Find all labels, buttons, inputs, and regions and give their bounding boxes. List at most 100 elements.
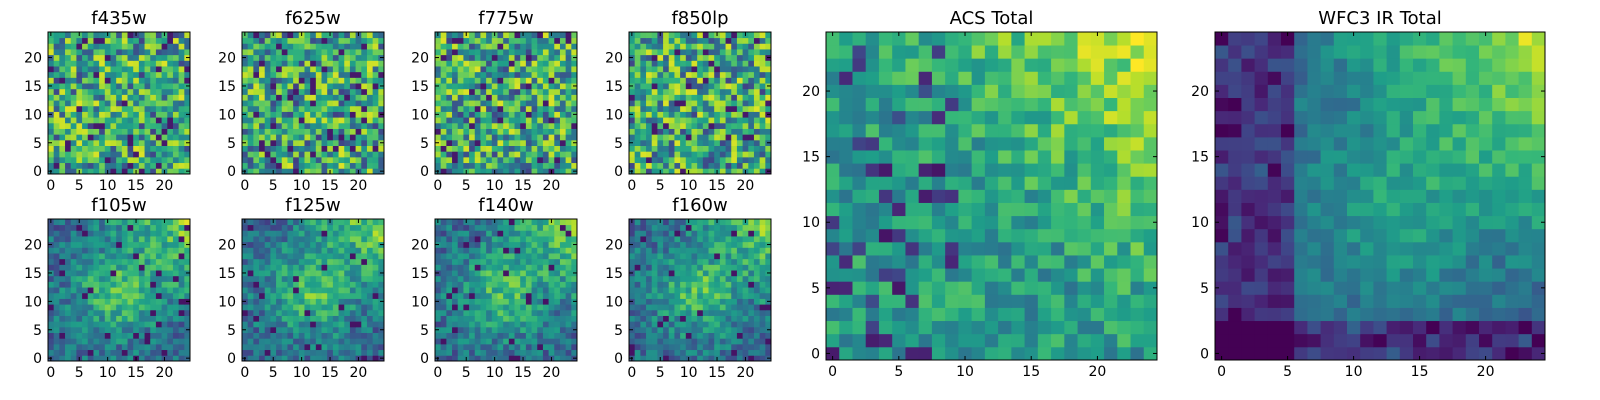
heatmap-cell (93, 54, 100, 61)
heatmap-cell (270, 94, 277, 101)
heatmap-cell (1281, 110, 1295, 125)
heatmap-cell (651, 134, 658, 141)
heatmap-cell (150, 54, 157, 61)
heatmap-cell (1024, 97, 1039, 112)
heatmap-cell (971, 58, 986, 72)
heatmap-cell (144, 247, 151, 254)
heatmap-cell (446, 145, 453, 152)
heatmap-cell (714, 100, 721, 107)
heatmap-cell (133, 117, 140, 124)
heatmap-cell (971, 228, 986, 243)
heatmap-cell (1373, 255, 1387, 269)
heatmap-cell (1011, 294, 1025, 308)
heatmap-cell (736, 71, 743, 78)
heatmap-cell (366, 332, 374, 339)
heatmap-cell (1386, 163, 1401, 177)
heatmap-cell (958, 58, 973, 72)
heatmap-cell (878, 176, 893, 190)
heatmap-cell (680, 83, 687, 90)
heatmap-cell (172, 253, 180, 260)
heatmap-cell (1215, 97, 1229, 112)
heatmap-cell (372, 88, 379, 95)
heatmap-cell (48, 315, 55, 322)
heatmap-cell (355, 139, 362, 146)
heatmap-cell (76, 287, 83, 294)
heatmap-cell (668, 94, 675, 101)
heatmap-cell (725, 111, 732, 118)
heatmap-cell (839, 307, 853, 322)
heatmap-cell (172, 145, 180, 152)
heatmap-cell (1037, 97, 1052, 112)
heatmap-cell (76, 71, 83, 78)
heatmap-cell (372, 94, 379, 101)
heatmap-cell (247, 88, 254, 95)
heatmap-cell (945, 294, 959, 308)
heatmap-cell (76, 315, 83, 322)
heatmap-cell (1281, 281, 1295, 295)
heatmap-cell (640, 77, 647, 84)
heatmap-cell (503, 111, 510, 118)
heatmap-cell (70, 60, 77, 67)
heatmap-cell (281, 168, 288, 175)
heatmap-cell (366, 60, 374, 67)
heatmap-cell (321, 332, 328, 339)
heatmap-cell (469, 122, 476, 129)
heatmap-cell (65, 111, 72, 118)
heatmap-cell (531, 77, 538, 84)
heatmap-cell (48, 224, 55, 231)
axes-frame (1214, 31, 1546, 361)
heatmap-cell (892, 32, 906, 46)
heatmap-cell (1037, 320, 1052, 335)
heatmap-cell (878, 202, 893, 217)
heatmap-cell (48, 43, 55, 50)
heatmap-cell (486, 162, 493, 169)
heatmap-cell (298, 49, 305, 56)
heatmap-cell (349, 83, 356, 90)
heatmap-cell (691, 117, 698, 124)
heatmap-cell (70, 247, 77, 254)
heatmap-cell (315, 139, 322, 146)
heatmap-cell (121, 258, 128, 265)
heatmap-cell (691, 139, 698, 146)
heatmap-cell (1333, 241, 1348, 256)
heatmap-cell (1254, 71, 1269, 85)
heatmap-cell (87, 253, 94, 260)
heatmap-cell (731, 37, 738, 44)
y-tick-label: 15 (802, 150, 820, 166)
heatmap-cell (668, 37, 675, 44)
heatmap-cell (87, 122, 94, 129)
heatmap-cell (826, 333, 840, 348)
heatmap-cell (155, 88, 162, 95)
heatmap-cell (508, 77, 515, 84)
heatmap-cell (565, 49, 572, 56)
heatmap-cell (104, 224, 111, 231)
heatmap-cell (344, 145, 351, 152)
heatmap-cell (59, 94, 66, 101)
heatmap-cell (865, 294, 880, 308)
heatmap-cell (440, 100, 447, 107)
heatmap-cell (508, 105, 515, 112)
heatmap-cell (1090, 241, 1105, 256)
heatmap-cell (878, 255, 893, 269)
heatmap-cell (736, 43, 743, 50)
heatmap-cell (253, 304, 260, 311)
heatmap-cell (748, 111, 755, 118)
heatmap-cell (663, 94, 670, 101)
heatmap-cell (144, 60, 151, 67)
heatmap-cell (110, 88, 117, 95)
heatmap-cell (167, 315, 174, 322)
heatmap-cell (116, 292, 123, 299)
heatmap-cell (82, 77, 89, 84)
heatmap-cell (725, 66, 732, 73)
heatmap-cell (253, 151, 260, 158)
heatmap-cell (172, 162, 180, 169)
heatmap-cell (1051, 123, 1065, 138)
heatmap-cell (1090, 320, 1105, 335)
heatmap-cell (571, 134, 578, 141)
heatmap-cell (372, 32, 379, 39)
heatmap-cell (270, 326, 277, 333)
heatmap-cell (497, 54, 504, 61)
heatmap-cell (378, 292, 385, 299)
heatmap-cell (93, 343, 100, 351)
